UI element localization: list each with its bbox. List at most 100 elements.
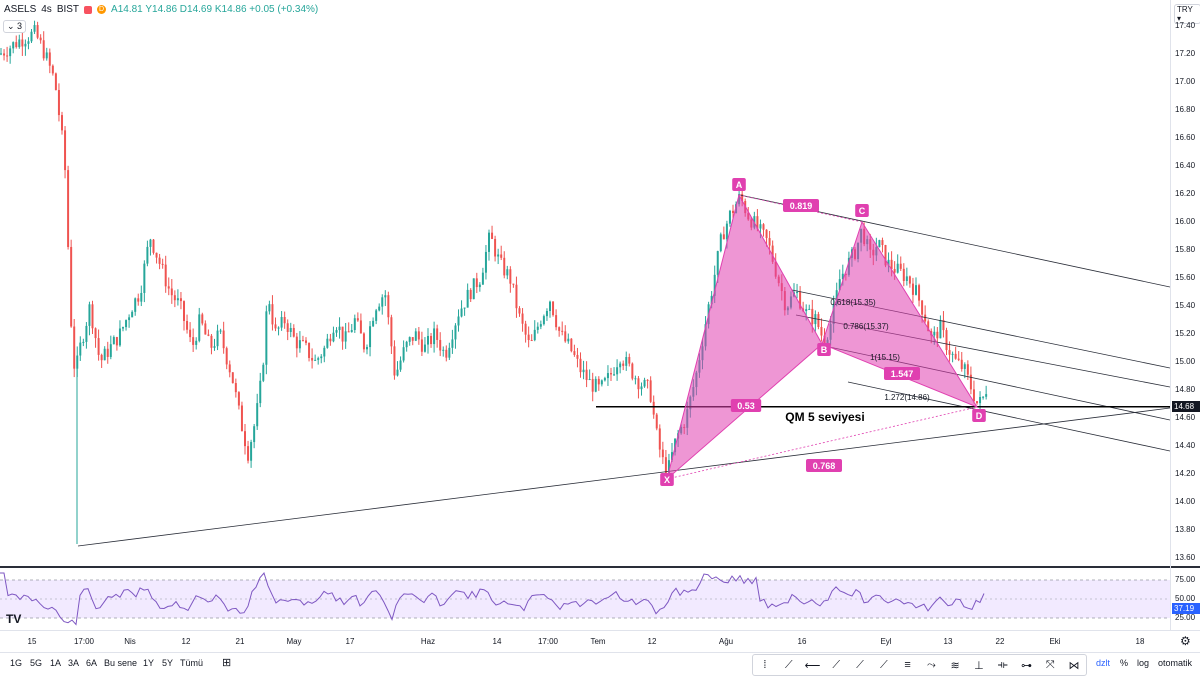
- calendar-icon[interactable]: ⊞: [222, 657, 232, 669]
- trend-line: [77, 407, 1170, 547]
- svg-text:1.547: 1.547: [891, 369, 914, 379]
- curve-icon[interactable]: ⟋: [879, 658, 888, 671]
- timeframe-button[interactable]: 1A: [50, 658, 62, 668]
- candle: [378, 303, 381, 312]
- projection-icon[interactable]: ⤧: [1045, 658, 1055, 671]
- candle: [283, 311, 286, 329]
- candle: [463, 307, 466, 316]
- price-tick: 15.80: [1175, 245, 1196, 254]
- candle: [515, 276, 518, 318]
- candle: [341, 326, 344, 350]
- candle: [539, 320, 542, 330]
- candle: [719, 232, 722, 253]
- candle: [817, 311, 820, 330]
- candle: [591, 372, 594, 402]
- candle: [85, 322, 88, 349]
- candle: [414, 328, 417, 342]
- time-tick: Tem: [590, 637, 606, 646]
- regression-icon[interactable]: ⤳: [926, 658, 936, 671]
- candle: [484, 245, 487, 280]
- timeframe-button[interactable]: 5G: [30, 658, 43, 668]
- candle: [509, 266, 512, 293]
- candle: [613, 367, 616, 376]
- price-range-icon[interactable]: ⟛: [997, 658, 1008, 671]
- candle: [0, 47, 2, 56]
- candle: [582, 360, 585, 380]
- auto-button[interactable]: otomatik: [1158, 658, 1193, 668]
- timeframe-button[interactable]: Bu sene: [104, 658, 138, 668]
- trend-line: [847, 381, 1170, 452]
- pattern-xab: [666, 193, 823, 481]
- candle: [353, 314, 356, 333]
- dzlt-button[interactable]: dzlt: [1096, 658, 1111, 668]
- currency-button[interactable]: TRY ▾: [1174, 4, 1200, 24]
- price-tick: 14.00: [1175, 497, 1196, 506]
- candle: [384, 290, 387, 307]
- candle: [664, 449, 667, 477]
- candle: [73, 319, 76, 378]
- pattern-ac-dashed: [738, 194, 863, 223]
- candle: [969, 366, 972, 395]
- price-axis[interactable]: TRY ▾ 17.40 17.20 17.00 16.80 16.60 16.40 16.2…: [1170, 0, 1200, 630]
- timeframe-button[interactable]: 3A: [68, 658, 80, 668]
- candle: [9, 45, 12, 64]
- flat-top-icon[interactable]: ≋: [950, 659, 960, 672]
- trend-line-icon[interactable]: ⟋: [784, 658, 793, 671]
- time-tick: 22: [995, 637, 1005, 646]
- candle: [338, 317, 341, 339]
- pitchfork-icon[interactable]: ⊥: [974, 659, 984, 672]
- parallel-channel-icon[interactable]: ≡: [904, 659, 911, 671]
- candle: [655, 412, 658, 431]
- candle: [149, 238, 152, 256]
- price-chart[interactable]: X A B C D 0.819 0.768 0.53 1.547 0.618(15.35) 0.78…: [0, 0, 1170, 566]
- time-tick: Nis: [124, 637, 136, 646]
- date-range-icon[interactable]: ⊶: [1020, 659, 1032, 672]
- timeframe-button[interactable]: 5Y: [162, 658, 174, 668]
- timeframe-button[interactable]: 1G: [10, 658, 23, 668]
- rsi-value-tag: 37.19: [1172, 603, 1200, 614]
- candle: [115, 336, 118, 351]
- candle: [381, 294, 384, 315]
- candle: [500, 245, 503, 261]
- price-tick: 14.80: [1175, 385, 1196, 394]
- candle: [820, 318, 823, 342]
- chart-area[interactable]: X A B C D 0.819 0.768 0.53 1.547 0.618(15.35) 0.78…: [0, 0, 1170, 565]
- symbol-label[interactable]: ASELS: [4, 4, 37, 15]
- interval-label[interactable]: 4s: [41, 4, 52, 15]
- candle: [945, 327, 948, 356]
- market-closed-icon: [84, 5, 93, 14]
- candle: [838, 269, 841, 291]
- horizontal-ray-icon[interactable]: ⟵: [804, 659, 821, 672]
- indicator-toggle[interactable]: ⌄ 3: [3, 20, 27, 33]
- exchange-label: BIST: [56, 4, 80, 15]
- xabcd-pattern-icon[interactable]: ⋈: [1068, 659, 1080, 672]
- candle: [152, 238, 155, 255]
- candle: [915, 277, 917, 296]
- drag-handle-icon[interactable]: ⁞: [763, 659, 767, 671]
- settings-gear-icon[interactable]: ⚙: [1180, 634, 1191, 648]
- timeframe-button[interactable]: 6A: [86, 658, 98, 668]
- candle: [530, 334, 533, 342]
- candle: [905, 267, 908, 286]
- point-d-label: D: [972, 409, 986, 422]
- timeframe-button[interactable]: Tümü: [180, 658, 204, 668]
- log-button[interactable]: log: [1137, 658, 1150, 668]
- percent-button[interactable]: %: [1120, 658, 1129, 668]
- candle: [183, 300, 185, 331]
- candle: [939, 315, 942, 339]
- candle: [594, 376, 597, 393]
- time-tick: 17:00: [537, 637, 559, 646]
- candle: [134, 297, 137, 316]
- candle: [277, 326, 280, 336]
- polyline-icon[interactable]: ⟋: [832, 658, 841, 671]
- timeframe-button[interactable]: 1Y: [143, 658, 155, 668]
- path-icon[interactable]: ⟋: [856, 658, 864, 671]
- rsi-pane[interactable]: [0, 567, 1170, 630]
- bottom-toolbar: ⊞ ⁞ ⟋ ⟵ ⟋ ⟋ ⟋ ≡ ⤳ ≋ ⊥ ⟛ ⊶ ⤧ ⋈ dzlt % log otomatik 1G 5…: [0, 652, 1200, 676]
- candle: [112, 335, 115, 345]
- time-axis[interactable]: 15 17:00 Nis 12 21 May 17 Haz 14 17:00 Tem 12 Ağu 16 E…: [0, 630, 1200, 653]
- pane-separator[interactable]: [0, 566, 1200, 568]
- candle: [231, 372, 234, 384]
- candle: [301, 335, 304, 342]
- candle: [561, 321, 564, 336]
